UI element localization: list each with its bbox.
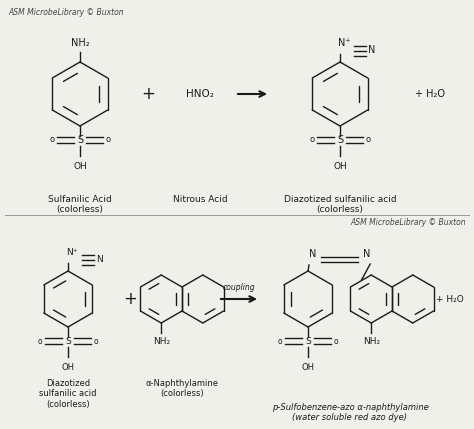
Text: OH: OH [62,363,74,372]
Text: Sulfanilic Acid
(colorless): Sulfanilic Acid (colorless) [48,195,112,214]
Text: OH: OH [301,363,315,372]
Text: +: + [123,290,137,308]
Text: HNO₂: HNO₂ [186,89,214,99]
Text: N: N [363,249,370,259]
Text: o: o [94,336,98,345]
Text: ASM MicrobeLibrary © Buxton: ASM MicrobeLibrary © Buxton [350,218,466,227]
Text: Diazotized sulfanilic acid
(colorless): Diazotized sulfanilic acid (colorless) [283,195,396,214]
Text: Nitrous Acid: Nitrous Acid [173,195,228,204]
Text: coupling: coupling [223,283,255,292]
Text: OH: OH [333,162,347,171]
Text: + H₂O: + H₂O [436,294,464,303]
Text: +: + [141,85,155,103]
Text: o: o [310,136,315,145]
Text: N⁺: N⁺ [66,248,78,257]
Text: + H₂O: + H₂O [415,89,445,99]
Text: o: o [365,136,371,145]
Text: Diazotized
sulfanilic acid
(colorless): Diazotized sulfanilic acid (colorless) [39,379,97,409]
Text: ASM MicrobeLibrary © Buxton: ASM MicrobeLibrary © Buxton [8,8,124,17]
Text: N: N [368,45,375,55]
Text: N: N [96,254,103,263]
Text: S: S [65,336,71,345]
Text: o: o [38,336,42,345]
Text: S: S [77,135,83,145]
Text: NH₂: NH₂ [71,38,89,48]
Text: S: S [337,135,343,145]
Text: o: o [278,336,283,345]
Text: α-Naphthylamine
(colorless): α-Naphthylamine (colorless) [146,379,219,399]
Text: S: S [305,336,311,345]
Text: OH: OH [73,162,87,171]
Text: o: o [334,336,338,345]
Text: NH₂: NH₂ [153,337,170,346]
Text: NH₂: NH₂ [363,337,380,346]
Text: p-Sulfobenzene-azo α-naphthylamine
(water soluble red azo dye): p-Sulfobenzene-azo α-naphthylamine (wate… [272,403,428,423]
Text: o: o [49,136,55,145]
Text: N⁺: N⁺ [338,38,351,48]
Text: N: N [310,249,317,259]
Text: o: o [105,136,110,145]
